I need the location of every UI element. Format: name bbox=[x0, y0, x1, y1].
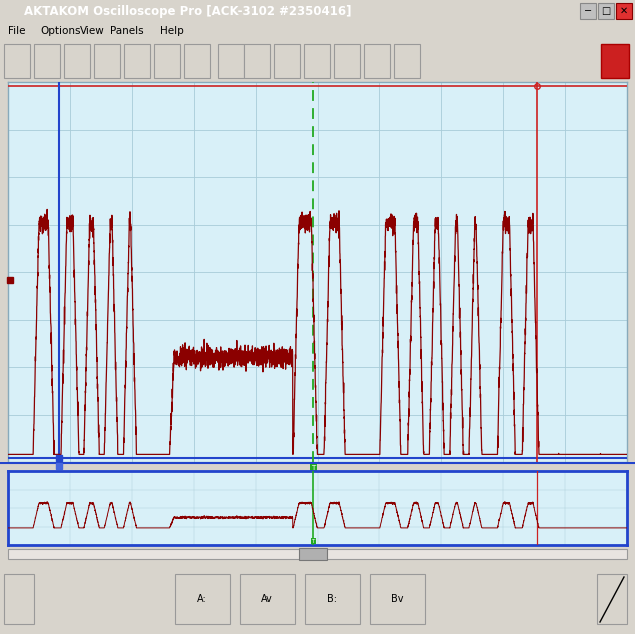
Bar bbox=[218, 44, 244, 78]
Text: File: File bbox=[8, 26, 25, 36]
Text: −: − bbox=[584, 6, 592, 16]
Bar bbox=[394, 44, 420, 78]
Bar bbox=[299, 548, 327, 560]
Bar bbox=[124, 44, 150, 78]
Bar bbox=[184, 44, 210, 78]
Bar bbox=[364, 44, 390, 78]
Text: □: □ bbox=[601, 6, 611, 16]
Text: Bv: Bv bbox=[391, 594, 403, 604]
Bar bbox=[304, 44, 330, 78]
Text: AKTAKOM Oscilloscope Pro [ACK-3102 #2350416]: AKTAKOM Oscilloscope Pro [ACK-3102 #2350… bbox=[24, 4, 352, 18]
Text: Help: Help bbox=[160, 26, 184, 36]
Bar bbox=[4, 574, 34, 624]
Bar bbox=[598, 3, 614, 19]
Bar bbox=[8, 549, 627, 559]
Bar bbox=[240, 574, 295, 624]
Bar bbox=[616, 3, 632, 19]
Text: Panels: Panels bbox=[110, 26, 144, 36]
Bar bbox=[274, 44, 300, 78]
Text: T: T bbox=[311, 465, 316, 471]
Text: B:: B: bbox=[327, 594, 337, 604]
Bar bbox=[34, 44, 60, 78]
Text: Av: Av bbox=[261, 594, 273, 604]
Bar bbox=[597, 574, 627, 624]
Bar bbox=[334, 44, 360, 78]
Bar bbox=[94, 44, 120, 78]
Text: T: T bbox=[312, 538, 315, 543]
Text: Options: Options bbox=[40, 26, 81, 36]
Circle shape bbox=[605, 51, 625, 71]
Bar bbox=[370, 574, 425, 624]
Text: A:: A: bbox=[197, 594, 207, 604]
Bar bbox=[601, 44, 629, 78]
Bar bbox=[154, 44, 180, 78]
Bar bbox=[4, 44, 30, 78]
Text: ✕: ✕ bbox=[620, 6, 628, 16]
Bar bbox=[175, 574, 230, 624]
Bar bbox=[64, 44, 90, 78]
Bar bbox=[305, 574, 360, 624]
Text: View: View bbox=[80, 26, 105, 36]
Bar bbox=[244, 44, 270, 78]
Bar bbox=[580, 3, 596, 19]
